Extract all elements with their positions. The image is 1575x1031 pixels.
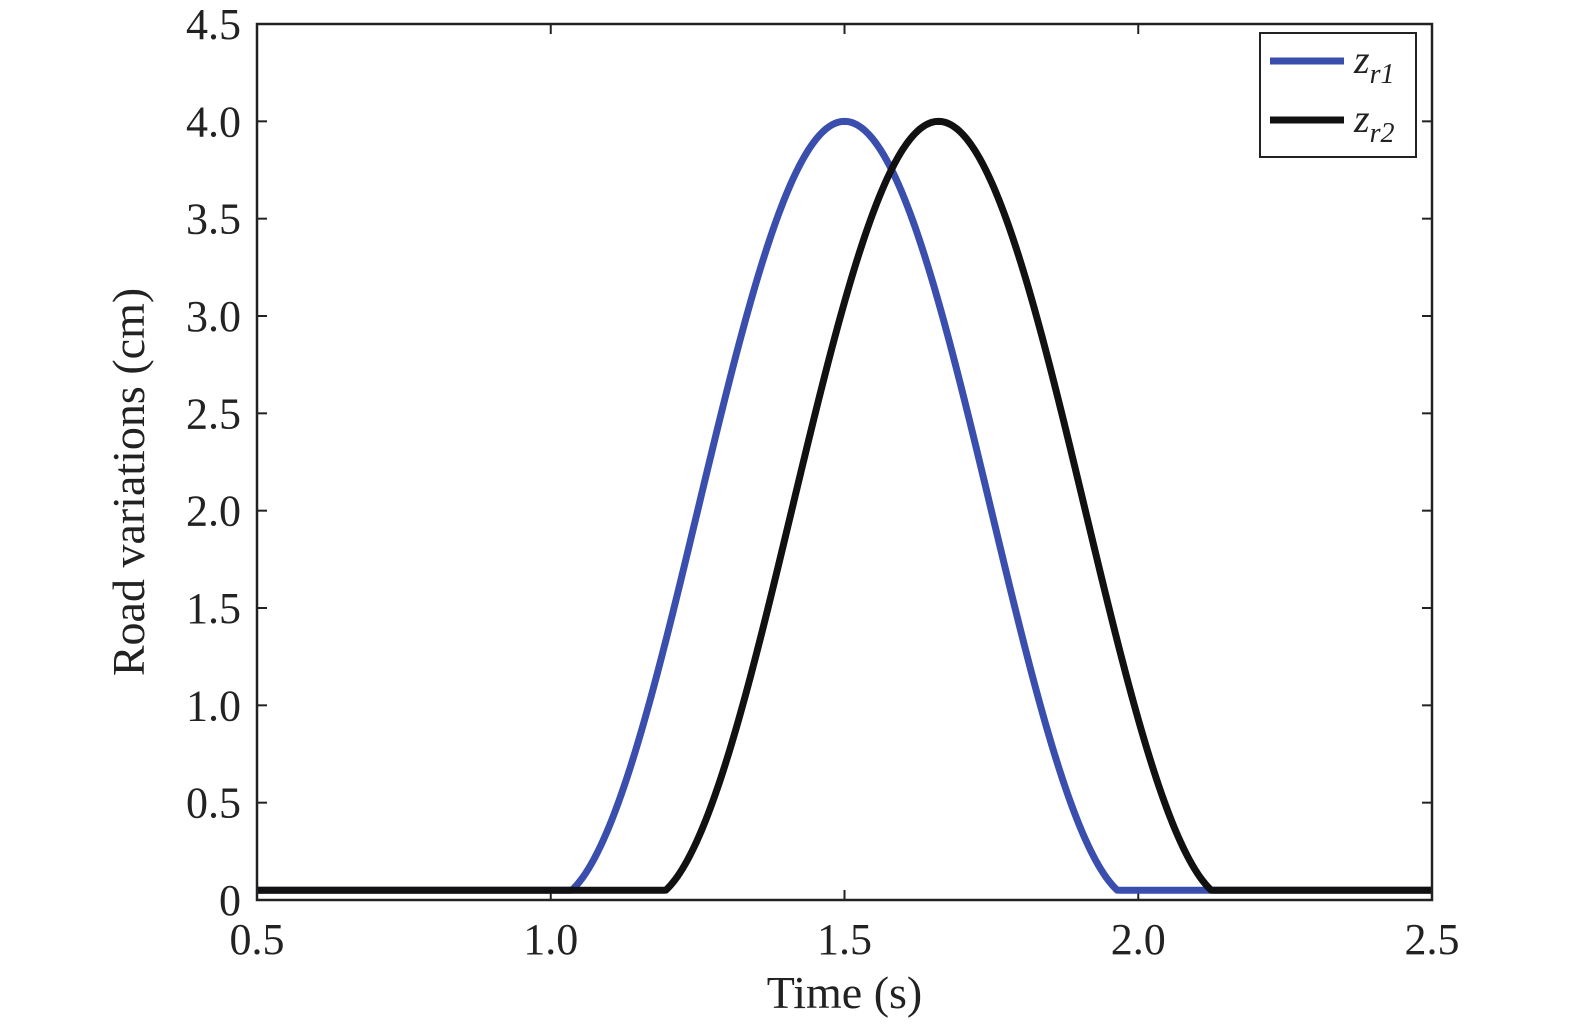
y-tick-label: 1.5 [186, 584, 241, 633]
plot-frame [255, 22, 1434, 902]
lines-layer [255, 117, 1434, 894]
y-tick-label: 4.0 [186, 97, 241, 146]
legend-label-subscript: r1 [1370, 59, 1395, 90]
y-tick-label: 2.5 [186, 389, 241, 438]
legend-label-subscript: r2 [1370, 118, 1395, 149]
labels-layer: 0.5 1.0 1.5 2.0 2.500.51.01.52.02.53.03.54.0… [186, 0, 1460, 964]
x-tick-label: 0.5 [230, 915, 285, 964]
x-tick-label: 1.0 [523, 915, 578, 964]
series-line-z_r2 [255, 117, 1434, 894]
y-tick-label: 0 [219, 876, 241, 925]
legend-label-main: z [1353, 96, 1370, 141]
y-axis-label: Road variations (cm) [103, 288, 154, 676]
y-tick-label: 4.5 [186, 0, 241, 49]
x-tick-label: 2.5 [1405, 915, 1460, 964]
y-tick-label: 3.5 [186, 195, 241, 244]
y-tick-label: 0.5 [186, 779, 241, 828]
x-axis-label: Time (s) [767, 967, 923, 1018]
x-tick-label: 2.0 [1111, 915, 1166, 964]
y-tick-label: 2.0 [186, 487, 241, 536]
legend-box [1259, 32, 1417, 158]
legend-label-main: z [1353, 37, 1370, 82]
legend-label-z_r1: zr1 [1353, 37, 1394, 90]
x-tick-label: 1.5 [817, 915, 872, 964]
legend-label-z_r2: zr2 [1353, 96, 1394, 149]
y-tick-label: 3.0 [186, 292, 241, 341]
y-tick-label: 1.0 [186, 681, 241, 730]
